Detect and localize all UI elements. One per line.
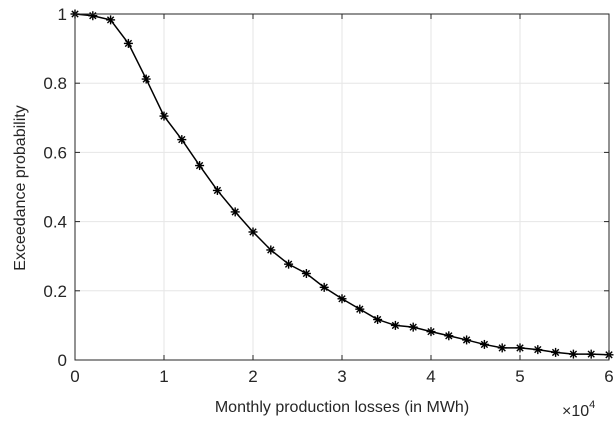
x-tick-label: 0 (70, 367, 79, 386)
data-point-marker (533, 345, 543, 355)
data-point-marker (195, 161, 205, 171)
data-point-marker (230, 207, 240, 217)
data-point-marker (106, 15, 116, 25)
data-point-marker (248, 227, 258, 237)
data-point-marker (426, 327, 436, 337)
data-point-marker (123, 38, 133, 48)
axes-frame (74, 13, 610, 361)
data-point-marker (212, 185, 222, 195)
x-tick-label: 6 (604, 367, 613, 386)
x-axis-multiplier: ×104 (562, 399, 595, 420)
y-tick-label: 1 (58, 5, 67, 24)
data-point-marker (551, 347, 561, 357)
data-point-marker (266, 245, 276, 255)
data-point-marker (444, 331, 454, 341)
tick-labels: 0 1 2 3 4 5 6 0 0.2 0.4 0.6 0.8 1 (43, 5, 613, 386)
x-tick-label: 5 (515, 367, 524, 386)
y-tick-label: 0 (58, 351, 67, 370)
series-markers (70, 9, 614, 360)
y-tick-label: 0.8 (43, 74, 67, 93)
data-point-marker (301, 269, 311, 278)
data-point-marker (568, 349, 578, 359)
data-point-marker (355, 304, 365, 314)
data-point-marker (408, 322, 418, 332)
data-point-marker (479, 339, 489, 349)
data-point-marker (141, 74, 151, 84)
data-point-marker (373, 315, 383, 325)
data-point-marker (88, 11, 98, 21)
x-tick-label: 3 (337, 367, 346, 386)
y-tick-label: 0.6 (43, 143, 67, 162)
data-point-marker (337, 294, 347, 304)
data-point-marker (462, 335, 472, 345)
data-point-marker (497, 343, 507, 353)
data-point-marker (284, 259, 294, 269)
x-tick-label: 1 (159, 367, 168, 386)
data-point-marker (586, 349, 596, 359)
data-point-marker (390, 320, 400, 330)
data-point-marker (159, 111, 169, 121)
data-point-marker (515, 343, 525, 353)
grid-lines (74, 13, 610, 361)
x-tick-label: 2 (248, 367, 257, 386)
y-tick-label: 0.4 (43, 213, 67, 232)
x-tick-label: 4 (426, 367, 435, 386)
y-tick-label: 0.2 (43, 282, 67, 301)
data-point-marker (177, 135, 187, 145)
data-point-marker (319, 282, 329, 292)
y-axis-label: Exceedance probability (12, 105, 29, 270)
x-axis-label: Monthly production losses (in MWh) (215, 399, 469, 416)
